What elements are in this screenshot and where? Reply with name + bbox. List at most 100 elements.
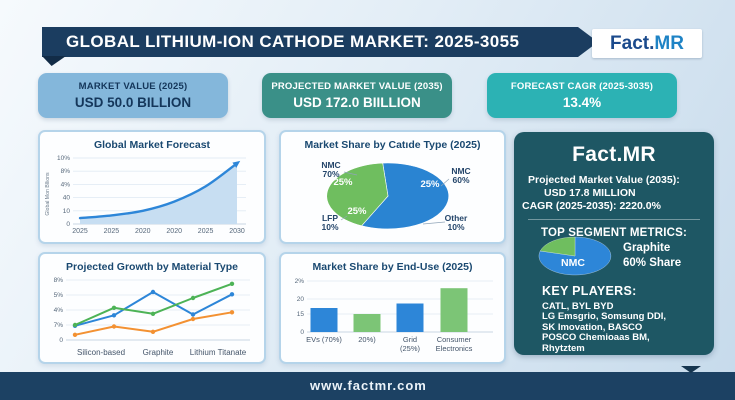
data-point [111,313,117,318]
x-tick-label: 2030 [229,228,245,235]
callout-line [422,221,446,225]
x-category-label: 20%) [358,335,376,344]
sidebar-logo: Fact.MR [572,143,656,166]
projection-line: Projected Market Value (2035): [528,174,680,186]
y-axis-title: Global Mon Bllions [45,172,51,216]
y-tick-label: 5% [54,292,64,299]
chart-title: Market Share by End-Use (2025) [312,261,473,273]
y-tick-label: 40 [63,195,71,202]
footer-url[interactable]: www.factmr.com [310,378,427,393]
x-category-label: Electronics [436,344,473,353]
x-category-label: Consumer [437,335,472,344]
segment-legend-line: Graphite [623,242,671,254]
material-line-chart: 8% 5% 4% 7% 0 Silicon-based Graphite Lithium Ti… [54,277,250,357]
data-point [111,324,117,329]
stat-label: MARKET VALUE (2025) [78,81,188,92]
data-point [150,329,156,334]
y-tick-label: 4% [54,307,64,314]
brand-logo: Fact. MR [592,29,702,58]
y-tick-label: 15 [297,311,305,318]
chart-title: Global Market Forecast [93,139,211,151]
stat-card-market-value: MARKET VALUE (2025) USD 50.0 BILLION [38,73,228,118]
y-tick-label: 2% [295,278,305,285]
stat-value: 13.4% [562,95,602,110]
segment-mini-pie-chart: NMC [538,236,612,276]
bar [310,308,338,332]
key-player-line: Rhytztem [542,342,585,354]
callout-label: NMC [451,166,470,176]
y-tick-label: 0 [66,221,70,228]
x-tick-label: 2025 [198,228,214,235]
series-line [74,291,233,327]
data-point [72,322,78,328]
top-segment-metrics-title: TOP SEGMENT METRICS: [540,227,688,240]
bar [396,303,424,332]
y-tick-label: 10 [63,208,71,215]
data-point [190,316,196,322]
key-player-line: SK Imovation, BASCO [542,321,643,333]
pie-slice [361,162,450,230]
footer-bar: www.factmr.com [0,366,735,400]
segment-pie-row: NMC Graphite 60% Share [528,236,681,278]
trend-line [78,162,239,220]
stat-label: FORECAST CAGR (2025-3035) [510,81,654,92]
callout-label: 10% [447,222,464,232]
data-point [150,311,156,316]
arrow-head [232,160,241,168]
slice-percentage-label: 25% [347,206,367,217]
x-category-label: Grid [403,335,417,344]
x-tick-label: 2025 [72,228,88,235]
projection-line: USD 17.8 MILLION [544,186,636,199]
y-tick-label: 8% [54,277,64,284]
callout-line [343,171,358,176]
footer-notch [681,366,701,373]
callout-label: 10% [321,222,338,232]
data-point [72,332,78,337]
slice-percentage-label: 25% [420,179,440,190]
callout-label: 60% [452,175,469,185]
mini-pie-slice [539,236,576,257]
x-category-label: Lithium Titanate [190,348,247,357]
data-point [229,310,235,315]
forecast-chart-card: Global Market Forecast 10% 8% 4% 40 10 0 2025 2… [38,130,266,244]
key-player-line: LG Emsgrio, Somsung DDI, [542,311,667,323]
key-players-list: CATL, BYL BYD LG Emsgrio, Somsung DDI, S… [542,301,667,354]
area-fill [80,163,237,224]
y-tick-label: 8% [61,168,71,175]
data-point [190,312,196,317]
key-players-title: KEY PLAYERS: [542,284,637,298]
summary-sidebar: Fact.MR Projected Market Value (2035): U… [514,132,714,355]
chart-title: Projected Growth by Material Type [66,261,238,273]
x-tick-label: 2020 [166,228,182,235]
x-tick-label: 2025 [104,228,120,235]
key-player-line: POSCO Chemioaas BM, [542,332,650,344]
x-category-label: Silicon-based [77,348,125,357]
brand-logo-part2: MR [654,32,684,54]
enduse-bar-card: Market Share by End-Use (2025) 2% 20 15 0 EV… [279,252,506,364]
callout-label: Other [445,213,468,223]
callout-label: LFP [322,213,338,223]
data-point [229,292,235,297]
bar [440,288,468,332]
y-tick-label: 7% [54,322,64,329]
page-title: GLOBAL LITHIUM-ION CATHODE MARKET: 2025-… [66,32,520,51]
slice-percentage-label: 25% [333,177,353,188]
stat-value: USD 172.0 BIILLION [293,95,421,110]
cathode-pie-card: Market Share by Catıde Type (2025) 25% 25… [279,130,506,244]
data-point [190,295,196,301]
y-tick-label: 0 [59,337,63,344]
data-point [150,289,156,295]
callout-line [340,215,348,221]
chart-title: Market Share by Catıde Type (2025) [304,139,481,151]
x-category-label: EVs (70%) [306,335,342,344]
data-point [111,305,117,310]
ribbon-fold [42,56,66,66]
stat-label: PROJECTED MARKET VALUE (2035) [271,81,443,92]
brand-logo-part1: Fact. [610,32,655,54]
sidebar-projection: Projected Market Value (2035): USD 17.8 … [514,174,714,212]
x-category-label: Graphite [143,348,174,357]
data-point [229,281,235,286]
